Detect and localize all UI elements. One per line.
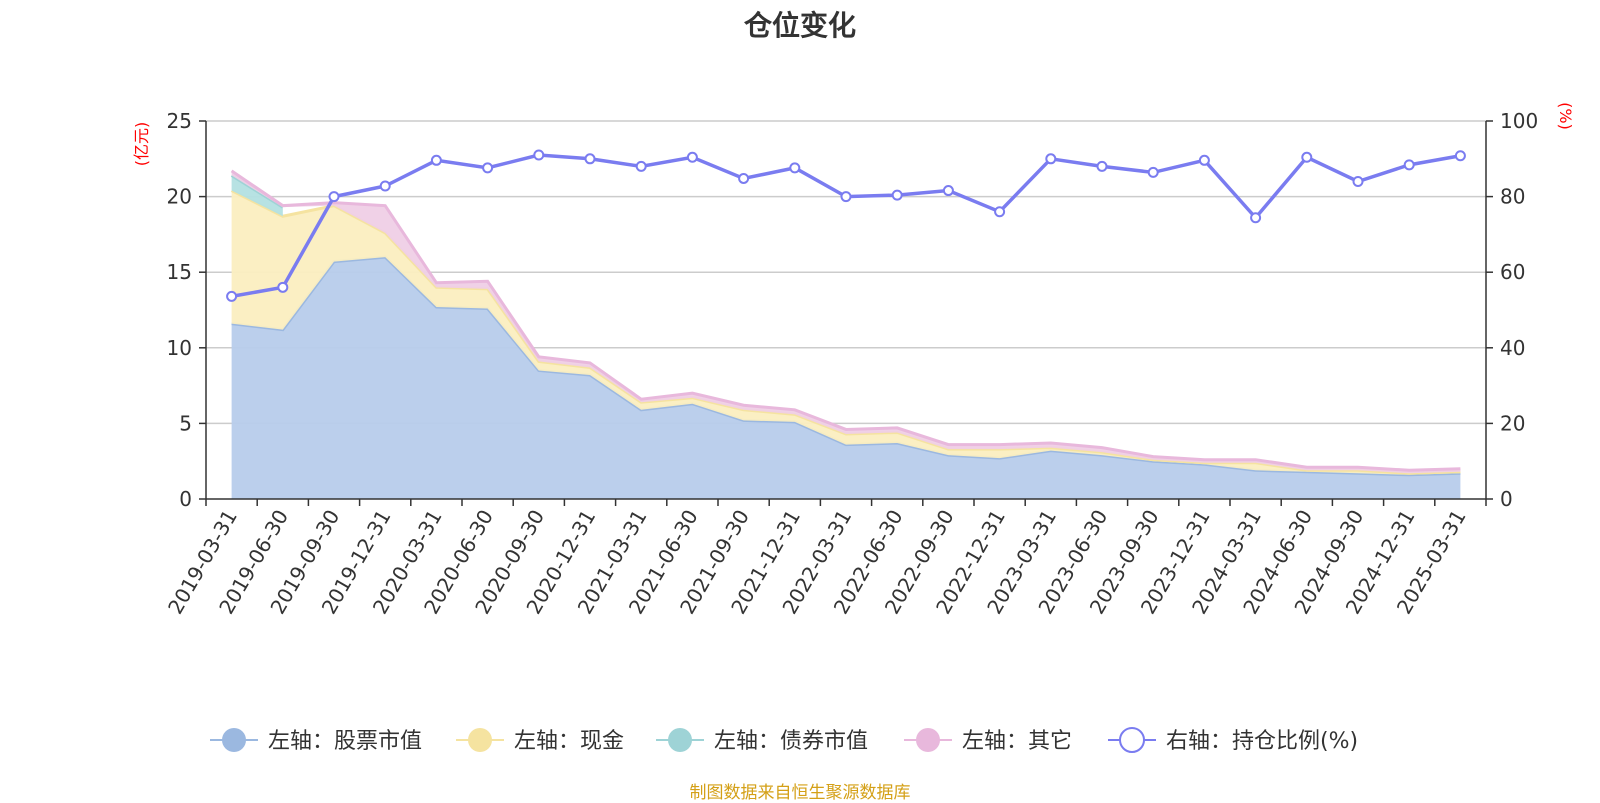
right-axis-unit: (%) [1556,102,1575,130]
left-axis-tick-label: 5 [179,411,192,435]
area-1 [231,190,1461,475]
ratio-point [1250,212,1262,224]
legend-label: 右轴：持仓比例(%) [1166,729,1358,754]
ratio-point [738,172,750,184]
legend-item: 左轴：其它 [904,728,1072,754]
ratio-point [994,206,1006,218]
area-edge-3 [230,169,1461,472]
legend-marker [468,728,492,752]
ratio-point [1096,160,1108,172]
legend-label: 左轴：股票市值 [268,729,422,754]
right-axis-tick-label: 40 [1500,336,1525,360]
ratio-point [226,290,238,302]
ratio-point [533,149,545,161]
ratio-point [1352,175,1364,187]
ratio-point [1301,151,1313,163]
ratio-point [430,154,442,166]
ratio-point [277,281,289,293]
right-axis-tick-label: 0 [1500,487,1513,511]
ratio-point [1045,153,1057,165]
ratio-point [328,191,340,203]
legend-marker [916,728,940,752]
legend-item: 左轴：现金 [456,728,624,754]
ratio-point [482,162,494,174]
legend-label: 左轴：其它 [962,729,1072,754]
left-axis-tick-label: 0 [179,487,192,511]
stacked-areas [230,169,1461,499]
ratio-point [635,160,647,172]
right-axis-tick-label: 80 [1500,185,1525,209]
ratio-point [1454,150,1466,162]
left-axis-tick-label: 15 [167,260,192,284]
chart-title: 仓位变化 [743,9,856,42]
legend: 左轴：股票市值 左轴：现金 左轴：债券市值 左轴：其它 右轴：持仓比例(%) [210,727,1358,754]
ratio-point [942,185,954,197]
area-0 [231,257,1461,499]
ratio-point [1198,154,1210,166]
left-axis-tick-label: 20 [167,185,192,209]
legend-label: 左轴：债券市值 [714,729,868,754]
ratio-line [226,149,1466,302]
ratio-point [379,180,391,192]
left-axis-tick-label: 10 [167,336,192,360]
area-2 [231,175,283,217]
ratio-point [686,151,698,163]
ratio-point [1403,159,1415,171]
legend-item: 右轴：持仓比例(%) [1108,727,1358,754]
source-note: 制图数据来自恒生聚源数据库 [689,783,911,803]
ratio-point [1147,166,1159,178]
legend-marker [222,728,246,752]
right-axis-tick-label: 100 [1500,109,1538,133]
ratio-point [891,189,903,201]
ratio-point [584,153,596,165]
ratio-point [789,162,801,174]
ratio-point [840,191,852,203]
left-axis-tick-label: 25 [167,109,192,133]
left-axis-unit: (亿元) [132,122,151,167]
right-axis-tick-label: 20 [1500,411,1525,435]
legend-item: 左轴：股票市值 [210,728,422,754]
legend-marker [668,728,692,752]
legend-label: 左轴：现金 [514,729,624,754]
right-axis-tick-label: 60 [1500,260,1525,284]
legend-marker [1119,727,1145,753]
legend-item: 左轴：债券市值 [656,728,868,754]
